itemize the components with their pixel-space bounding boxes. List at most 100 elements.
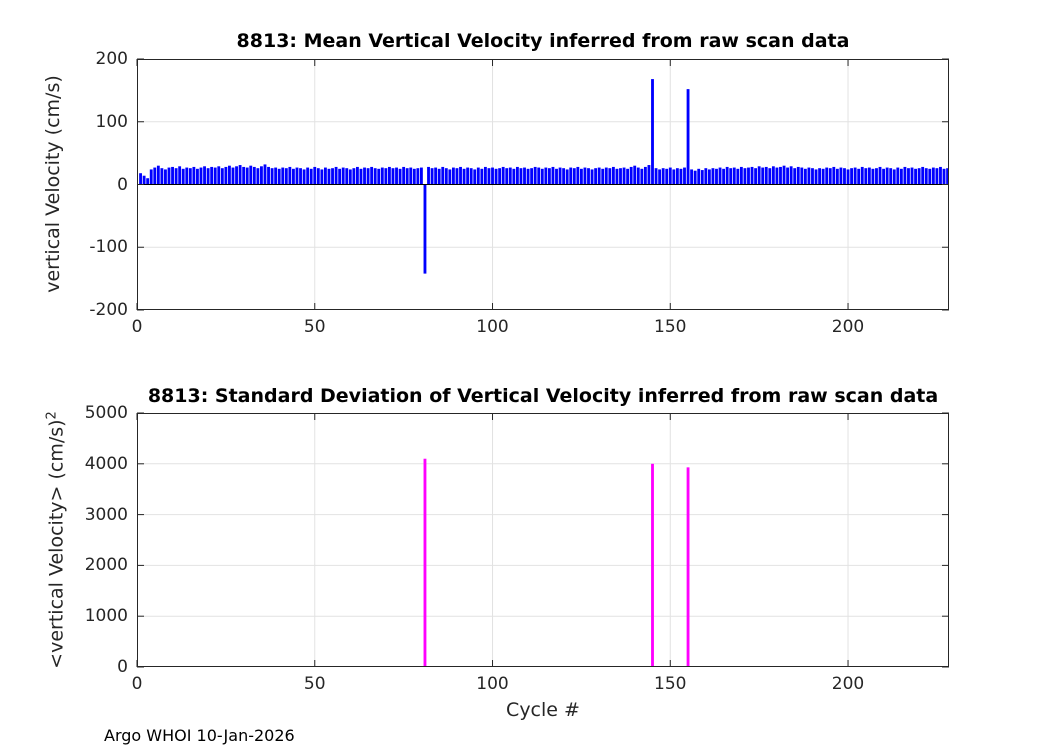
bar (167, 167, 171, 185)
bar (871, 168, 875, 185)
bar (423, 458, 427, 667)
x-tick-label: 200 (831, 674, 865, 694)
bar (839, 167, 843, 185)
bar (722, 168, 726, 185)
bar (640, 168, 644, 185)
bar (825, 167, 829, 185)
bar (771, 166, 775, 185)
chart-canvas (136, 58, 949, 311)
bar (672, 169, 676, 185)
bar (544, 167, 548, 185)
bar (245, 167, 249, 185)
bar (565, 169, 569, 185)
bar (217, 166, 221, 185)
bar (608, 168, 612, 185)
bar (164, 169, 167, 185)
bar (515, 166, 519, 185)
bar (402, 166, 406, 185)
bar (875, 168, 878, 185)
bar (395, 167, 398, 185)
bar (679, 168, 683, 185)
bar (491, 167, 494, 185)
bar (779, 166, 782, 185)
bar (359, 168, 363, 185)
bar (583, 167, 587, 185)
bar (256, 168, 260, 185)
bar (505, 168, 509, 185)
bar (188, 168, 192, 185)
bar (743, 168, 747, 185)
bar (928, 168, 932, 185)
bar (231, 167, 235, 185)
bar (494, 168, 498, 185)
bar (142, 175, 146, 185)
bar (647, 165, 651, 185)
y-tick-label: 2000 (84, 555, 128, 576)
bar (235, 166, 238, 185)
bar (615, 168, 619, 185)
bar (466, 167, 470, 185)
bar (903, 166, 907, 185)
bar (558, 167, 562, 185)
bar (867, 167, 871, 185)
y-tick-label: 0 (117, 657, 128, 677)
bar (363, 167, 366, 185)
bar (501, 166, 505, 185)
bar (409, 167, 413, 185)
bar (935, 168, 939, 185)
bar (939, 166, 942, 185)
bar (224, 166, 228, 185)
bar (551, 166, 555, 185)
bar (345, 168, 349, 185)
bar (387, 166, 391, 185)
bar (576, 166, 580, 185)
bar (444, 168, 448, 185)
bar (412, 168, 416, 185)
bar (377, 168, 381, 185)
bar (149, 169, 153, 185)
bar (590, 169, 594, 185)
x-tick-label: 0 (131, 674, 143, 694)
bar (185, 167, 189, 185)
y-tick-label: 1000 (84, 606, 128, 627)
bar (476, 167, 480, 185)
bar (419, 167, 423, 185)
y-tick-label: 100 (95, 111, 128, 132)
bar (818, 168, 822, 185)
bar (690, 169, 694, 185)
bar (274, 167, 278, 185)
bar (260, 166, 263, 185)
bar (850, 168, 854, 185)
bar (483, 166, 487, 185)
y-tick-label: -200 (89, 300, 128, 320)
bar (434, 167, 438, 185)
bar (160, 168, 164, 185)
bar (487, 168, 491, 185)
bar (764, 166, 768, 185)
bar (910, 167, 914, 185)
bar (146, 178, 150, 185)
bar (686, 89, 690, 185)
bar (917, 168, 921, 185)
bar (498, 168, 502, 185)
axes-box (137, 413, 949, 667)
bar (697, 168, 701, 185)
bar (626, 168, 630, 185)
bar (636, 167, 640, 185)
bar (828, 168, 832, 185)
bar (775, 167, 779, 185)
bar (341, 167, 345, 185)
bar (707, 169, 711, 185)
bar (306, 167, 310, 185)
bar (455, 168, 459, 185)
footer-annotation: Argo WHOI 10-Jan-2026 (104, 726, 295, 745)
y-tick-label: 5000 (84, 403, 128, 423)
bar (803, 168, 807, 185)
x-tick-label: 200 (831, 317, 865, 337)
bar (480, 168, 484, 185)
bar (853, 167, 857, 185)
bar (320, 169, 324, 185)
bar (523, 167, 526, 185)
bar (924, 168, 928, 185)
bar (555, 168, 558, 185)
